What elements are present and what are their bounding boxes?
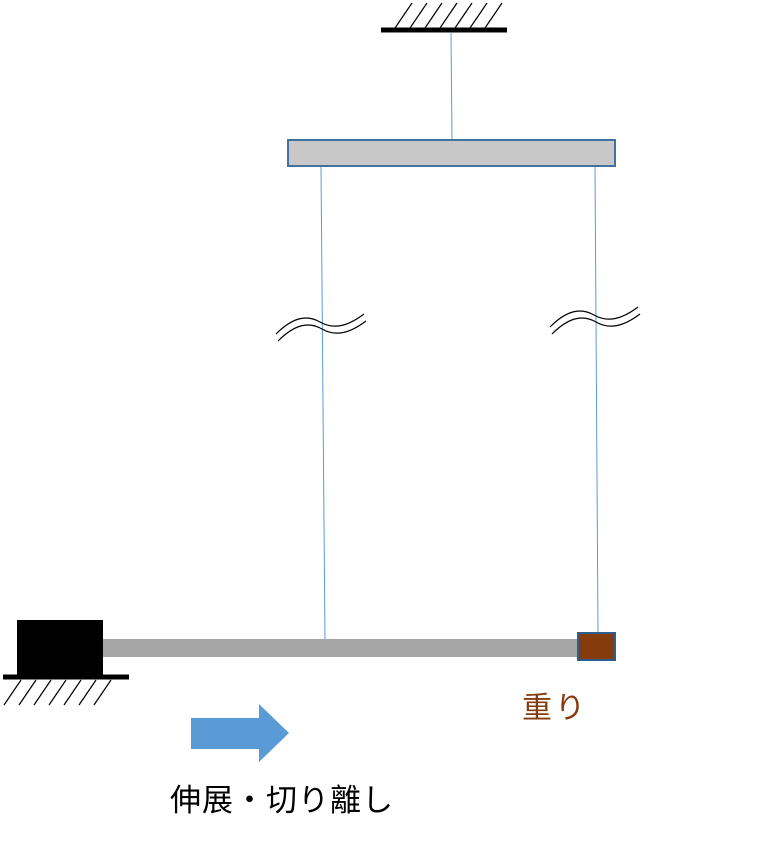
- extension-release-label: 伸展・切り離し: [170, 783, 394, 819]
- ground-hatch: [3, 679, 112, 706]
- extension-arrow: [191, 704, 289, 762]
- ceiling-support: [381, 2, 507, 33]
- right-break-mark: [549, 306, 641, 335]
- fixed-block: [17, 620, 103, 676]
- ceiling-hatch: [394, 2, 503, 29]
- top-string: [450, 31, 453, 141]
- left-string: [320, 166, 326, 642]
- hanger-bar: [287, 139, 616, 167]
- horizontal-rod: [100, 639, 578, 657]
- ground-support: [3, 674, 129, 706]
- right-string: [594, 166, 599, 634]
- weight-label: 重り: [522, 691, 588, 726]
- weight-block: [577, 632, 616, 661]
- left-break-mark: [275, 313, 367, 342]
